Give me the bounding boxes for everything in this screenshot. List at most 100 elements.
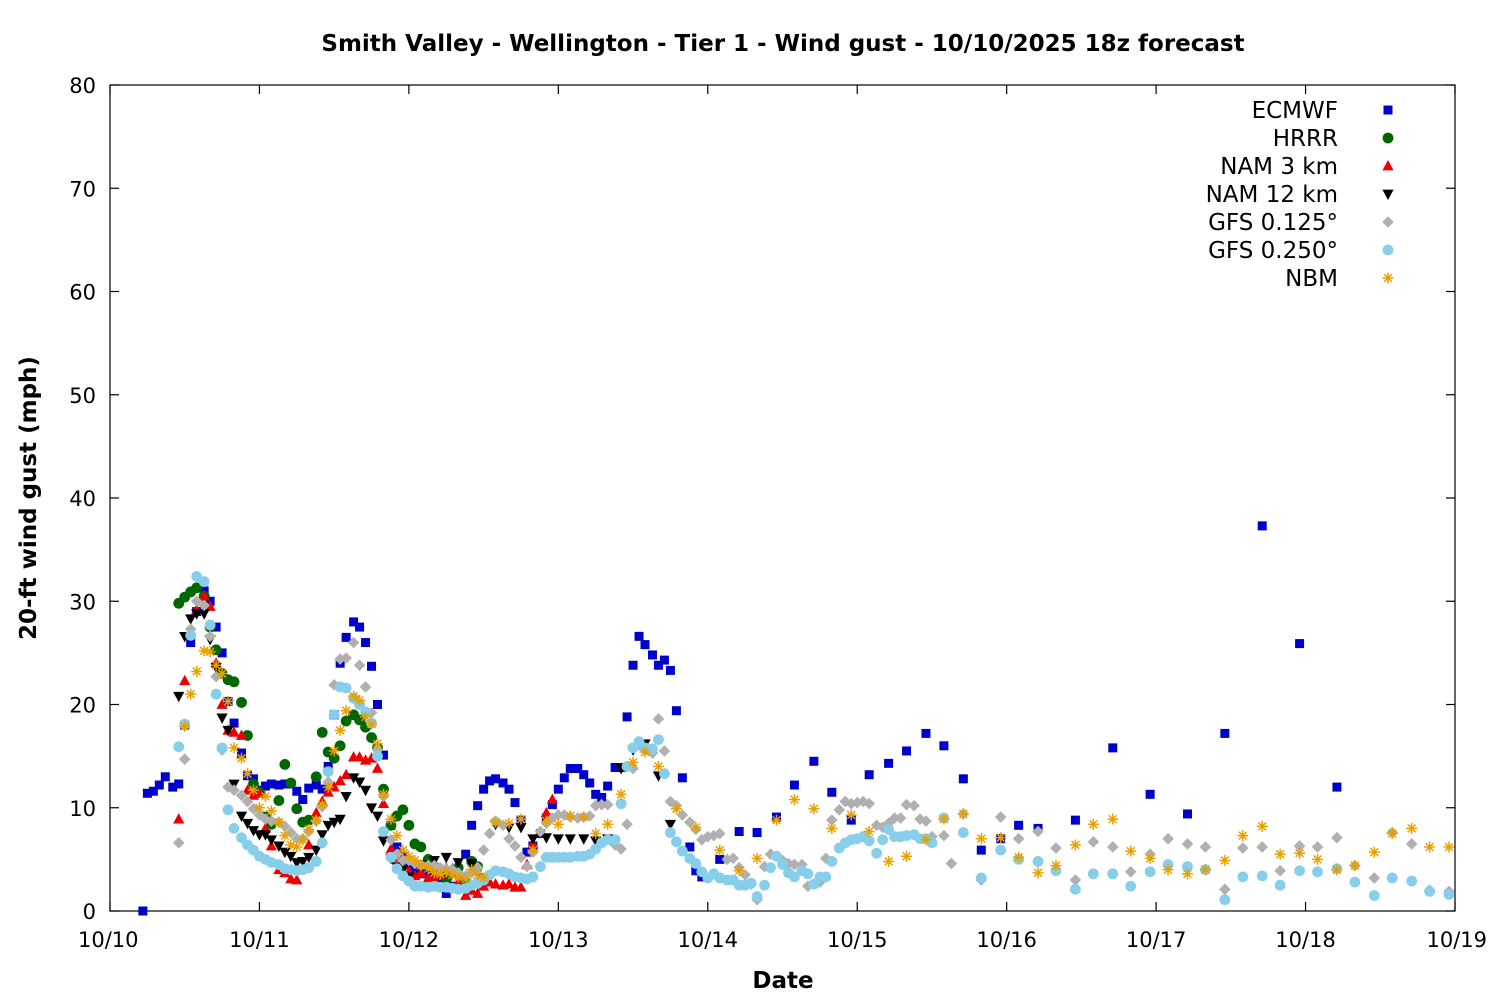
point-nbm bbox=[490, 816, 502, 828]
point-gfs-0-250 bbox=[391, 863, 403, 875]
point-nbm bbox=[503, 817, 515, 829]
point-nam-3-km bbox=[334, 774, 346, 786]
point-gfs-0-125 bbox=[1236, 842, 1249, 854]
point-nam-12-km bbox=[285, 851, 297, 863]
point-gfs-0-125 bbox=[1368, 872, 1381, 884]
point-ecmwf bbox=[461, 849, 471, 859]
point-nbm bbox=[670, 803, 682, 815]
point-hrrr bbox=[310, 771, 322, 783]
point-nbm bbox=[1294, 847, 1306, 859]
point-nam-12-km bbox=[578, 834, 590, 845]
point-nbm bbox=[652, 760, 664, 772]
point-ecmwf bbox=[491, 774, 501, 784]
point-nbm bbox=[552, 818, 564, 830]
point-ecmwf bbox=[685, 842, 695, 852]
point-ecmwf bbox=[622, 712, 632, 722]
point-gfs-0-250 bbox=[759, 879, 770, 891]
point-nbm bbox=[938, 813, 950, 825]
point-nam-12-km bbox=[198, 609, 210, 620]
point-gfs-0-125 bbox=[994, 811, 1007, 823]
point-gfs-0-125 bbox=[353, 659, 366, 672]
point-gfs-0-250 bbox=[615, 798, 627, 810]
legend-label-gfs-0-125: GFS 0.125° bbox=[1208, 210, 1338, 236]
x-tick-label: 10/14 bbox=[678, 928, 739, 952]
point-ecmwf bbox=[921, 728, 931, 738]
point-nbm bbox=[377, 788, 389, 800]
point-gfs-0-250 bbox=[527, 871, 539, 883]
point-gfs-0-125 bbox=[1087, 836, 1100, 848]
point-gfs-0-125 bbox=[204, 630, 216, 643]
point-nbm bbox=[1406, 822, 1418, 834]
point-gfs-0-250 bbox=[751, 891, 763, 902]
y-tick-label: 20 bbox=[69, 694, 96, 718]
y-tick-label: 60 bbox=[69, 281, 96, 305]
point-nam-12-km bbox=[297, 857, 309, 868]
x-tick-label: 10/13 bbox=[528, 928, 589, 952]
point-gfs-0-125 bbox=[503, 832, 515, 845]
point-gfs-0-125 bbox=[652, 713, 665, 725]
point-gfs-0-250 bbox=[659, 768, 670, 780]
point-gfs-0-250 bbox=[883, 824, 895, 835]
point-ecmwf bbox=[677, 773, 687, 783]
x-tick-label: 10/12 bbox=[379, 928, 440, 952]
point-gfs-0-125 bbox=[920, 815, 932, 827]
point-gfs-0-125 bbox=[826, 814, 838, 826]
point-ecmwf bbox=[473, 801, 483, 811]
point-ecmwf bbox=[266, 779, 276, 789]
point-nbm bbox=[297, 834, 309, 846]
point-ecmwf bbox=[174, 779, 184, 789]
point-gfs-0-250 bbox=[1032, 856, 1044, 867]
point-nam-3-km bbox=[310, 806, 322, 818]
point-nam-12-km bbox=[365, 803, 378, 814]
point-nbm bbox=[578, 811, 590, 823]
legend-marker-gfs-0-250 bbox=[1382, 244, 1394, 256]
point-nbm bbox=[303, 823, 315, 835]
point-gfs-0-250 bbox=[1237, 871, 1249, 883]
legend-marker-nam-3-km bbox=[1382, 160, 1394, 171]
point-nam-3-km bbox=[415, 866, 427, 878]
point-nbm bbox=[253, 802, 265, 814]
point-hrrr bbox=[328, 752, 340, 764]
point-nbm bbox=[340, 705, 352, 717]
point-nbm bbox=[901, 850, 913, 862]
point-gfs-0-125 bbox=[945, 857, 958, 870]
point-nbm bbox=[1050, 860, 1062, 872]
point-nbm bbox=[1424, 841, 1436, 853]
point-gfs-0-250 bbox=[975, 872, 987, 884]
point-gfs-0-125 bbox=[595, 798, 608, 811]
point-gfs-0-250 bbox=[609, 834, 621, 846]
point-hrrr bbox=[285, 777, 297, 789]
point-ecmwf bbox=[547, 800, 557, 810]
point-gfs-0-250 bbox=[222, 804, 234, 816]
x-tick-label: 10/18 bbox=[1275, 928, 1336, 952]
point-gfs-0-250 bbox=[1219, 894, 1231, 906]
point-nbm bbox=[602, 818, 614, 830]
point-nbm bbox=[360, 711, 372, 723]
point-gfs-0-125 bbox=[621, 818, 633, 831]
point-nam-12-km bbox=[371, 811, 384, 823]
point-gfs-0-125 bbox=[1069, 874, 1082, 886]
point-hrrr bbox=[236, 697, 247, 708]
point-nam-3-km bbox=[460, 889, 472, 900]
point-nam-12-km bbox=[359, 785, 372, 797]
point-hrrr bbox=[340, 715, 352, 727]
point-gfs-0-125 bbox=[247, 802, 260, 815]
point-ecmwf bbox=[260, 781, 270, 791]
point-nbm bbox=[216, 668, 228, 680]
point-gfs-0-125 bbox=[497, 819, 509, 832]
point-nbm bbox=[1443, 841, 1455, 853]
point-gfs-0-125 bbox=[1256, 841, 1269, 853]
point-gfs-0-125 bbox=[863, 797, 875, 810]
point-nbm bbox=[259, 790, 271, 802]
point-gfs-0-250 bbox=[1349, 876, 1361, 888]
point-gfs-0-250 bbox=[535, 861, 546, 873]
point-nam-3-km bbox=[179, 674, 191, 686]
point-gfs-0-125 bbox=[1311, 841, 1324, 853]
point-ecmwf bbox=[217, 648, 227, 658]
point-nbm bbox=[714, 844, 726, 856]
point-gfs-0-250 bbox=[1070, 883, 1081, 895]
point-hrrr bbox=[397, 804, 409, 816]
point-ecmwf bbox=[160, 772, 170, 782]
point-nam-12-km bbox=[664, 819, 677, 831]
point-nam-12-km bbox=[452, 858, 464, 869]
